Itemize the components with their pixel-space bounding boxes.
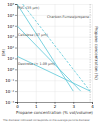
- y-grid-line: [17, 91, 92, 92]
- y-tick-mark: [15, 48, 17, 49]
- footnote: The diameter indicated corresponds to th…: [3, 119, 91, 122]
- y-tick-label: 10⁻²: [5, 89, 14, 94]
- y-tick-label: 10¹: [7, 56, 14, 61]
- series-line: [17, 26, 81, 91]
- y-tick-mark: [15, 4, 17, 5]
- x-tick-label: 3: [72, 104, 75, 109]
- y-tick-label: 10⁶: [7, 2, 14, 7]
- y-grid-tick: [17, 80, 92, 81]
- plot-area: 0 1 2 3 4 10⁻³ 10⁻² 10⁻¹ 10⁰ 10¹ 10² 10³ 10⁴ 10⁵ 10⁶ PV…: [5, 2, 94, 109]
- y-tick: 10⁵: [7, 13, 17, 18]
- x-axis-title: Propane concentration (% vol/volume): [16, 110, 93, 115]
- x-tick-label: 4: [91, 104, 94, 109]
- x-grid-line: [36, 4, 37, 102]
- x-grid-tick: [36, 4, 37, 102]
- y-tick-mark: [15, 26, 17, 27]
- y-tick-label: 10⁰: [7, 67, 14, 72]
- y-tick-label: 10⁻¹: [5, 78, 14, 83]
- y-grid-line: [17, 4, 92, 5]
- annotation: Charbon-Fumee/propane: [47, 15, 89, 19]
- x-tick-label: 1: [35, 104, 38, 109]
- chart-container: 0 1 2 3 4 10⁻³ 10⁻² 10⁻¹ 10⁰ 10¹ 10² 10³ 10⁴ 10⁵ 10⁶ PV…: [0, 0, 100, 124]
- marks: [17, 4, 90, 102]
- chart-svg: 0 1 2 3 4 10⁻³ 10⁻² 10⁻¹ 10⁰ 10¹ 10² 10³ 10⁴ 10⁵ 10⁶ PV…: [0, 0, 100, 124]
- y-axis: 10⁻³ 10⁻² 10⁻¹ 10⁰ 10¹ 10² 10³ 10⁴ 10⁵ 10⁶: [5, 2, 17, 105]
- y-grid-tick: [17, 48, 92, 49]
- y-tick: 10⁶: [7, 2, 17, 7]
- annotation: PVC (35 µm): [18, 6, 40, 10]
- x-axis: 0 1 2 3 4: [16, 102, 94, 109]
- y-tick-label: 10⁴: [7, 24, 14, 29]
- y-grid-line: [17, 58, 92, 59]
- y-tick: 10⁻²: [5, 89, 17, 94]
- series-line: [17, 56, 90, 91]
- x-grid-tick: [92, 4, 93, 102]
- y-grid: [17, 5, 92, 103]
- y-tick-mark: [15, 58, 17, 59]
- y-grid-tick: [17, 4, 92, 5]
- y-tick-mark: [15, 80, 17, 81]
- y-grid-line: [17, 80, 92, 81]
- y-tick-mark: [15, 102, 17, 103]
- y-tick: 10¹: [7, 56, 17, 61]
- x-tick-label: 0: [16, 104, 19, 109]
- annotation: Dextrose (< 1.09 µm): [18, 62, 56, 66]
- y-tick-mark: [15, 37, 17, 38]
- y-grid-line: [17, 69, 92, 70]
- x-tick: 4: [91, 102, 94, 109]
- y-grid-tick: [17, 69, 92, 70]
- y-axis-line: [15, 5, 18, 103]
- x-tick-label: 2: [54, 104, 57, 109]
- y-tick-label: 10⁻³: [5, 100, 14, 105]
- annotation: Cellulose (37 µm): [18, 33, 49, 37]
- x-grid-line: [92, 4, 93, 102]
- y-tick-label: 10³: [7, 34, 14, 39]
- y2-axis-title: Propane concentration (%): [94, 26, 99, 80]
- x-tick: 1: [35, 102, 38, 109]
- y-tick: 10⁻³: [5, 100, 17, 105]
- x-grid: [18, 4, 93, 102]
- y-tick: 10²: [7, 45, 17, 50]
- y-tick-label: 10²: [7, 45, 14, 50]
- y-tick: 10⁴: [7, 24, 17, 29]
- x-tick: 3: [72, 102, 75, 109]
- y-grid-tick: [17, 91, 92, 92]
- x-tick: 2: [54, 102, 57, 109]
- y-grid-tick: [17, 26, 92, 27]
- y-axis-title: EMI: [1, 49, 6, 56]
- y-grid-line: [17, 26, 92, 27]
- y-tick: 10³: [7, 34, 17, 39]
- series-line: [23, 4, 91, 91]
- y-tick-mark: [15, 69, 17, 70]
- x-tick: 0: [16, 102, 19, 109]
- y-grid-line: [17, 48, 92, 49]
- y-tick-label: 10⁵: [7, 13, 14, 18]
- y-grid-tick: [17, 58, 92, 59]
- y-tick: 10⁰: [7, 67, 17, 72]
- vertical-line: [90, 4, 91, 102]
- y-tick-mark: [15, 15, 17, 16]
- y-tick: 10⁻¹: [5, 78, 17, 83]
- y-tick-mark: [15, 91, 17, 92]
